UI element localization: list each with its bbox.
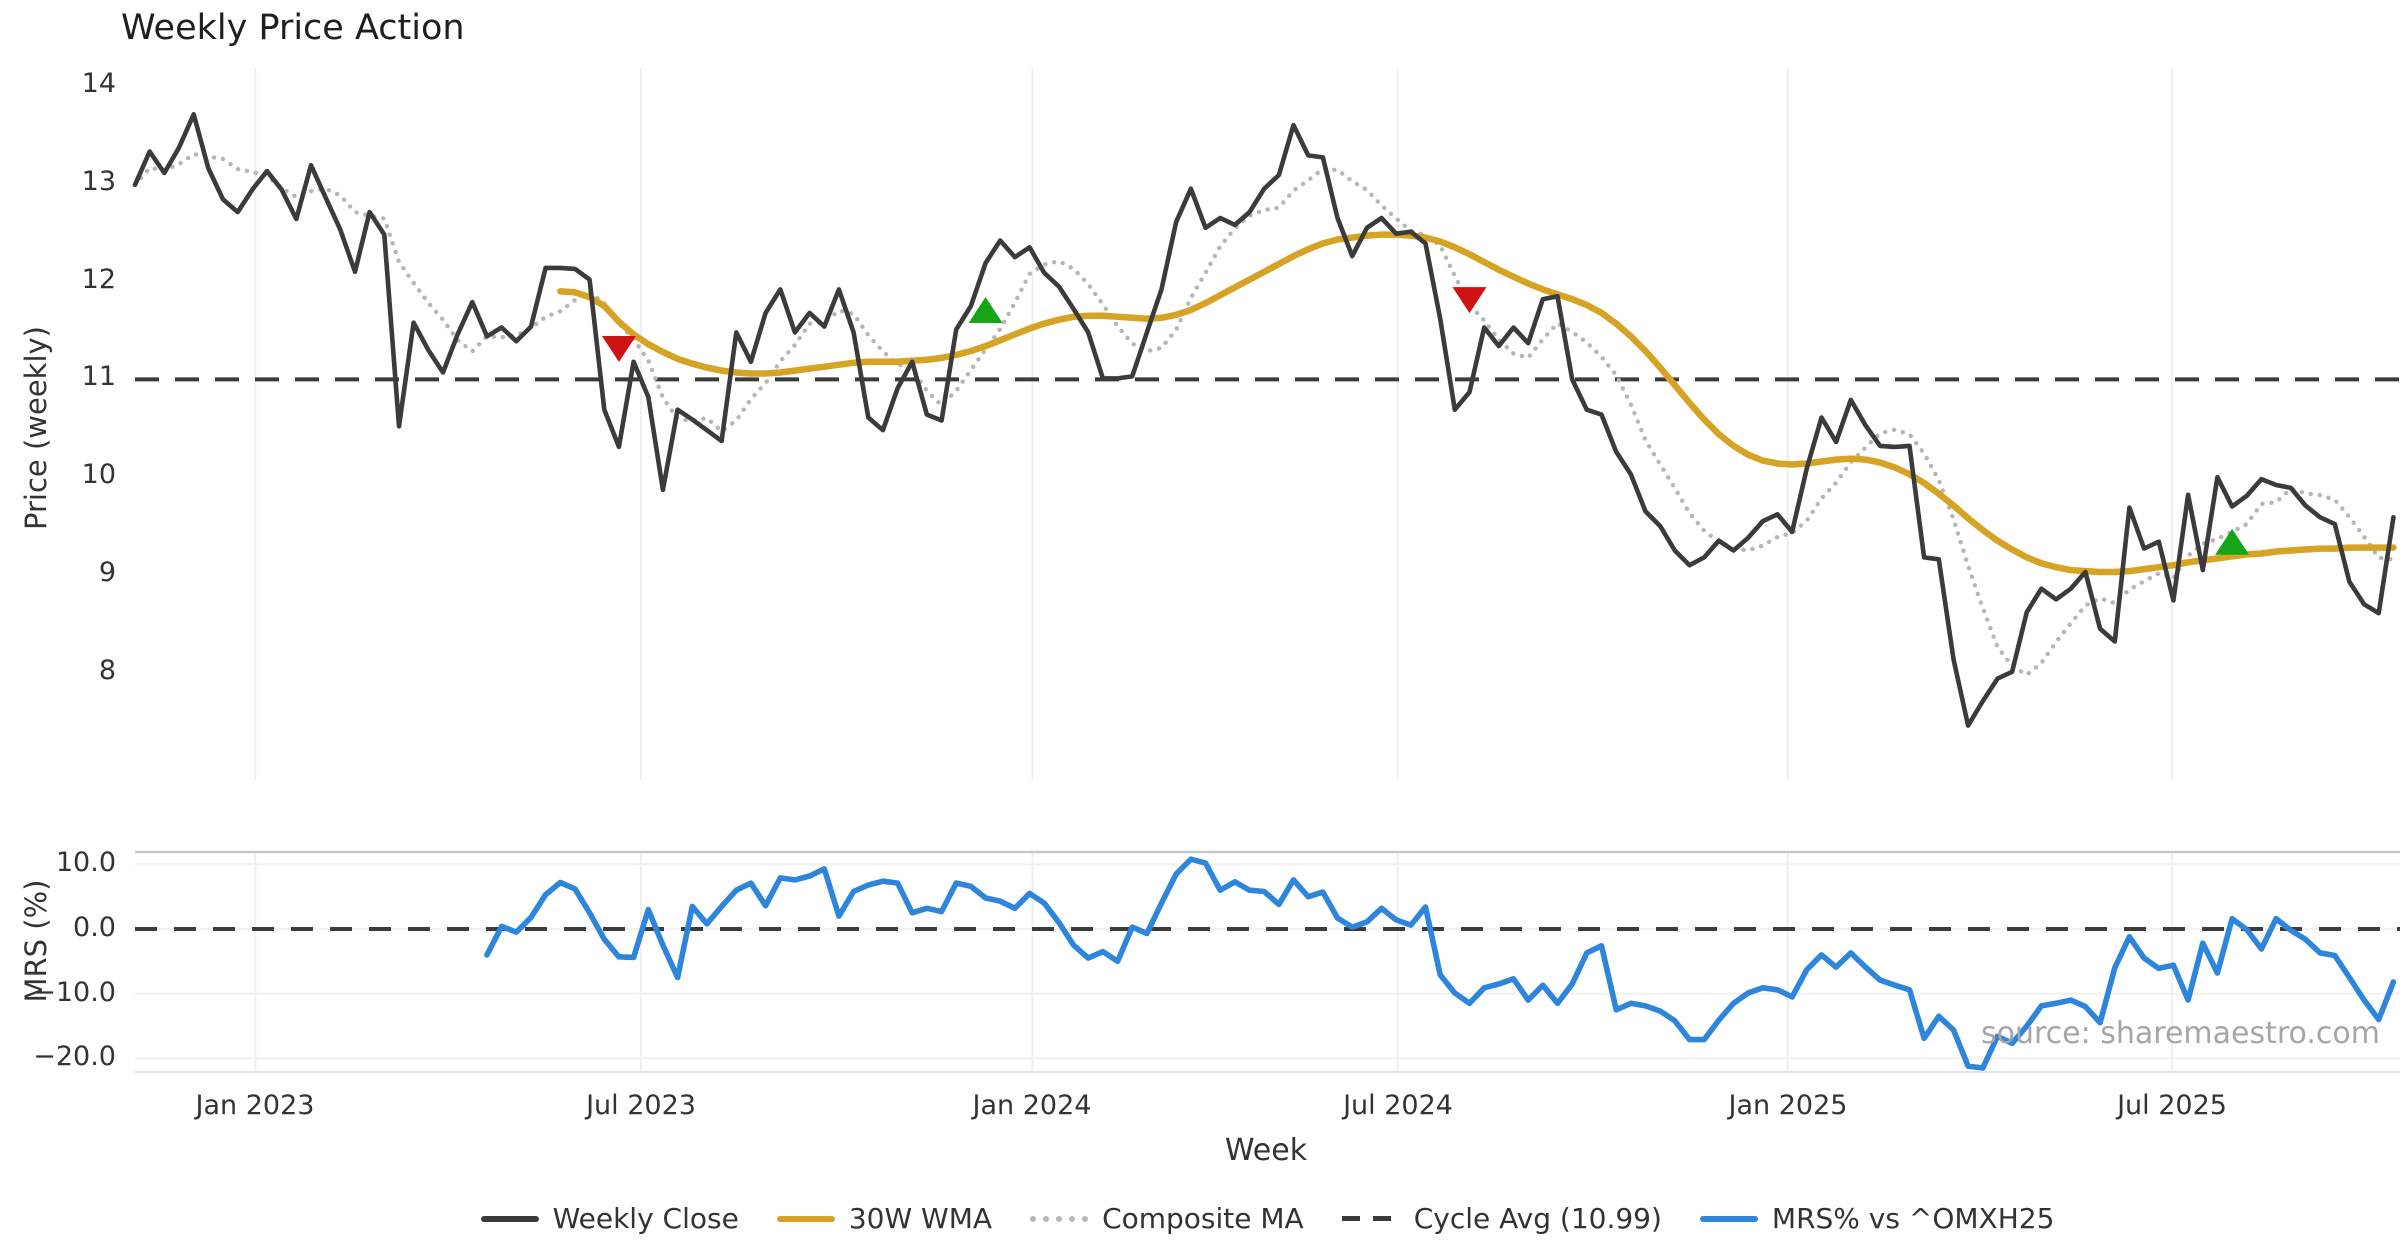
price-tick-label: 14 <box>81 68 116 99</box>
mrs-tick-label: 0.0 <box>73 912 116 943</box>
x-tick-label: Jan 2024 <box>972 1090 1092 1121</box>
x-tick-label: Jul 2025 <box>2117 1090 2227 1121</box>
buy-signal-marker <box>968 296 1003 323</box>
page-title: Weekly Price Action <box>121 8 465 48</box>
x-tick-label: Jan 2023 <box>195 1090 315 1121</box>
weekly-close-line <box>132 112 2396 728</box>
price-axis-label: Price (weekly) <box>19 325 53 531</box>
price-tick-label: 11 <box>81 361 116 392</box>
mrs-tick-label: 10.0 <box>55 847 116 878</box>
legend-item-composite-ma: Composite MA <box>1030 1202 1304 1235</box>
legend-swatch-composite-ma <box>1030 1215 1089 1222</box>
legend: Weekly Close 30W WMA Composite MA Cycle Avg… <box>135 1202 2400 1235</box>
sell-signal-marker <box>1452 287 1487 314</box>
source-watermark: source: sharemaestro.com <box>1981 1016 2380 1051</box>
x-tick-label: Jul 2023 <box>586 1090 696 1121</box>
x-tick-label: Jul 2024 <box>1343 1090 1453 1121</box>
legend-item-30w-wma: 30W WMA <box>776 1202 993 1235</box>
mrs-tick-label: −20.0 <box>33 1041 116 1072</box>
legend-swatch-weekly-close <box>480 1215 539 1222</box>
legend-item-mrs: MRS% vs ^OMXH25 <box>1699 1202 2055 1235</box>
mrs-tick-label: −10.0 <box>33 977 116 1008</box>
x-tick-label: Jan 2025 <box>1728 1090 1848 1121</box>
price-tick-label: 8 <box>98 655 116 686</box>
legend-item-weekly-close: Weekly Close <box>480 1202 739 1235</box>
legend-label-composite-ma: Composite MA <box>1102 1202 1304 1235</box>
legend-item-cycle-avg: Cycle Avg (10.99) <box>1341 1202 1662 1235</box>
price-tick-label: 10 <box>81 459 116 490</box>
buy-signal-marker <box>2215 528 2250 555</box>
legend-label-mrs: MRS% vs ^OMXH25 <box>1771 1202 2055 1235</box>
legend-label-weekly-close: Weekly Close <box>552 1202 739 1235</box>
legend-swatch-mrs <box>1699 1215 1758 1222</box>
price-tick-label: 12 <box>81 264 116 295</box>
legend-swatch-cycle-avg <box>1341 1216 1400 1221</box>
price-tick-label: 13 <box>81 166 116 197</box>
sell-signal-marker <box>601 336 636 363</box>
legend-swatch-30w-wma <box>776 1215 835 1222</box>
x-axis-title: Week <box>1224 1133 1308 1168</box>
legend-label-cycle-avg: Cycle Avg (10.99) <box>1413 1202 1662 1235</box>
price-tick-label: 9 <box>98 557 116 588</box>
wma-30w-line <box>557 231 2397 576</box>
mrs-line <box>484 856 2397 1071</box>
legend-label-30w-wma: 30W WMA <box>848 1202 993 1235</box>
